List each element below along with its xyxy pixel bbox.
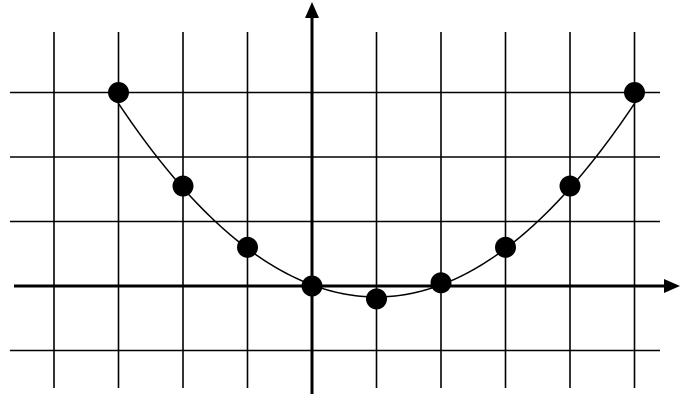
parabola-curve — [114, 91, 643, 298]
data-point — [301, 275, 323, 297]
data-points — [108, 82, 645, 310]
data-point — [624, 82, 645, 103]
data-point — [108, 82, 129, 103]
x-axis-arrow — [664, 279, 680, 293]
y-axis-arrow — [305, 2, 319, 18]
data-point — [559, 175, 581, 197]
axes — [14, 2, 680, 394]
data-point — [495, 236, 516, 258]
data-point — [172, 175, 194, 197]
data-point — [366, 288, 387, 310]
data-point — [430, 272, 452, 294]
grid — [10, 32, 660, 388]
data-point — [237, 236, 258, 258]
